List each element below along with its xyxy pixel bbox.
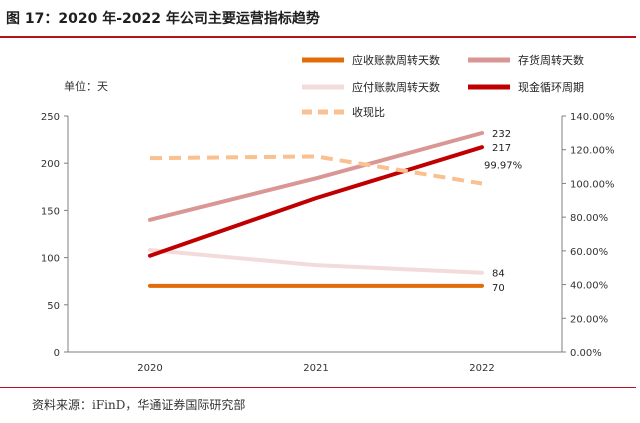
x-tick-label: 2021 (303, 363, 328, 374)
series-line-4 (148, 145, 484, 258)
legend-label-4: 现金循环周期 (518, 80, 584, 94)
y-right-tick-label: 100.00% (570, 179, 615, 190)
title-divider (0, 36, 636, 38)
y-right-tick-label: 60.00% (570, 247, 608, 258)
y-right-tick-label: 0.00% (570, 348, 602, 359)
data-label-3: 84 (492, 269, 505, 280)
y-right-tick-label: 140.00% (570, 112, 615, 123)
x-tick-label: 2020 (137, 363, 162, 374)
y-right-tick-label: 20.00% (570, 314, 608, 325)
data-label-2: 232 (492, 129, 511, 140)
y-right-tick-label: 40.00% (570, 281, 608, 292)
unit-label: 单位：天 (64, 79, 108, 93)
source-note: 资料来源：iFinD，华通证券国际研究部 (32, 398, 246, 412)
y-left-tick-label: 250 (41, 112, 60, 123)
data-label-1: 70 (492, 283, 505, 294)
chart-title: 图 17：2020 年-2022 年公司主要运营指标趋势 (6, 11, 320, 27)
legend-label-5: 收现比 (352, 105, 385, 119)
y-left-tick-label: 150 (41, 206, 60, 217)
data-label-4: 217 (492, 143, 511, 154)
y-left-tick-label: 200 (41, 159, 60, 170)
data-label-5: 99.97% (484, 160, 522, 171)
series-line-3 (148, 248, 484, 275)
source-divider (0, 387, 636, 388)
y-left-tick-label: 100 (41, 254, 60, 265)
y-right-tick-label: 80.00% (570, 213, 608, 224)
y-left-tick-label: 0 (54, 348, 60, 359)
legend-label-1: 应收账款周转天数 (352, 53, 440, 67)
series-line-2 (148, 130, 484, 222)
y-right-tick-label: 120.00% (570, 146, 615, 157)
x-tick-label: 2022 (469, 363, 494, 374)
legend-label-2: 存货周转天数 (518, 53, 584, 67)
y-left-tick-label: 50 (47, 301, 60, 312)
legend-label-3: 应付账款周转天数 (352, 80, 440, 94)
